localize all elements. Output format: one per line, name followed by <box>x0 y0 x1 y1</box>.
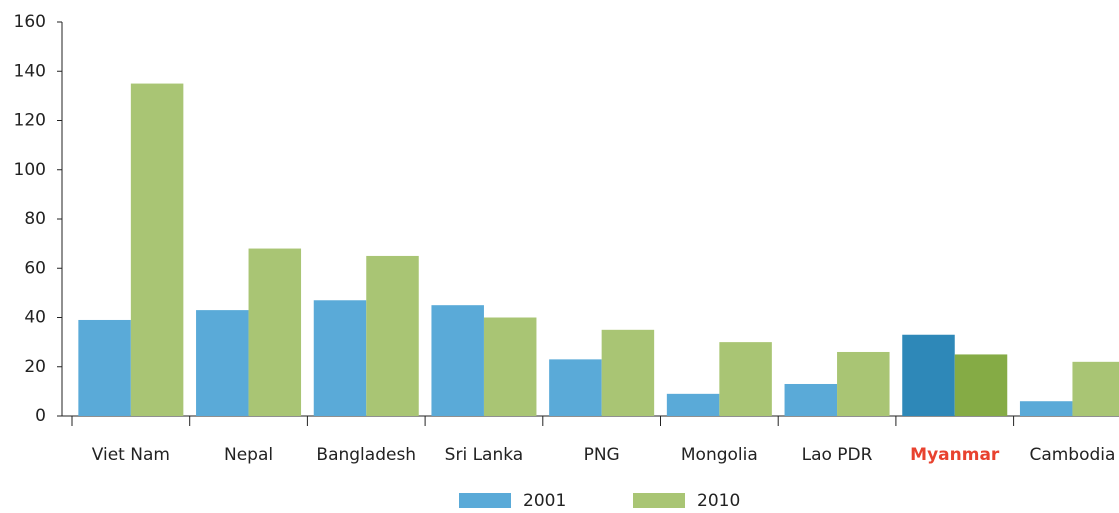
y-tick-label: 40 <box>24 308 46 328</box>
bar <box>666 393 720 416</box>
bar <box>1019 401 1073 416</box>
bar <box>954 354 1008 416</box>
x-tick-label: Mongolia <box>681 445 758 465</box>
x-tick-label: Myanmar <box>910 445 1000 465</box>
legend-label: 2010 <box>697 491 740 511</box>
bar <box>719 342 772 416</box>
legend-label: 2001 <box>523 491 566 511</box>
legend-swatch <box>633 493 685 508</box>
x-tick-label: Lao PDR <box>802 445 873 465</box>
y-tick-label: 60 <box>24 258 46 278</box>
x-tick-label: Viet Nam <box>92 445 170 465</box>
bar <box>313 300 367 416</box>
bar <box>366 255 419 416</box>
y-tick-label: 160 <box>14 12 46 32</box>
bar <box>784 383 838 416</box>
bar <box>837 351 890 416</box>
x-tick-label: Bangladesh <box>316 445 416 465</box>
bar <box>1072 361 1119 416</box>
x-tick-label: PNG <box>584 445 620 465</box>
y-tick-label: 20 <box>24 357 46 377</box>
bar <box>549 359 602 416</box>
bar <box>431 305 484 416</box>
bar <box>483 317 537 416</box>
x-tick-label: Cambodia <box>1029 445 1115 465</box>
bar <box>196 310 249 416</box>
bar <box>78 319 131 416</box>
y-tick-label: 80 <box>24 209 46 229</box>
bar <box>130 83 184 416</box>
legend-swatch <box>459 493 511 508</box>
bar <box>601 329 655 416</box>
x-tick-label: Sri Lanka <box>445 445 524 465</box>
y-tick-label: 100 <box>14 160 46 180</box>
y-tick-label: 0 <box>35 406 46 426</box>
y-tick-label: 120 <box>14 111 46 131</box>
bar <box>248 248 302 416</box>
x-tick-label: Nepal <box>224 445 273 465</box>
y-tick-label: 140 <box>14 61 46 81</box>
bar <box>902 334 955 416</box>
